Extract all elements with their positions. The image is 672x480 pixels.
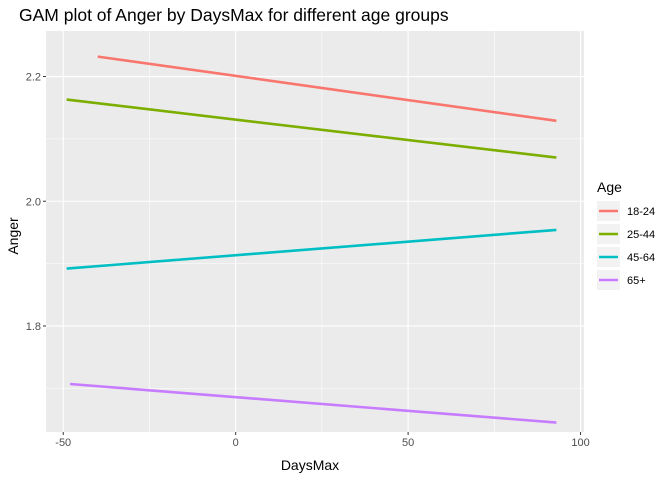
y-tick-label: 2.0 bbox=[26, 196, 41, 208]
major-gridlines bbox=[46, 31, 584, 432]
legend-label-45-64: 45-64 bbox=[627, 252, 655, 264]
x-axis-title: DaysMax bbox=[281, 457, 339, 473]
series-lines bbox=[66, 55, 557, 424]
legend-label-25-44: 25-44 bbox=[627, 229, 655, 241]
x-tick-label: -50 bbox=[55, 437, 71, 449]
x-axis: -50 0 50 100 bbox=[55, 432, 590, 449]
x-tick-label: 100 bbox=[571, 437, 589, 449]
legend-items: 18-24 25-44 45-64 65+ bbox=[597, 201, 655, 290]
legend-label-18-24: 18-24 bbox=[627, 206, 655, 218]
x-tick-label: 0 bbox=[233, 437, 239, 449]
legend-title: Age bbox=[597, 179, 622, 195]
series-line-25-44 bbox=[66, 98, 557, 159]
legend: Age 18-24 25-44 45-64 65+ bbox=[597, 179, 655, 290]
y-tick-label: 1.8 bbox=[26, 321, 41, 333]
series-line-45-64 bbox=[66, 228, 557, 270]
legend-label-65-: 65+ bbox=[627, 275, 646, 287]
series-line-18-24 bbox=[97, 55, 557, 123]
y-axis: 1.8 2.0 2.2 bbox=[26, 72, 46, 333]
y-axis-title: Anger bbox=[5, 217, 21, 255]
series-line-65- bbox=[69, 382, 557, 424]
plot-panel bbox=[46, 31, 584, 432]
y-tick-label: 2.2 bbox=[26, 72, 41, 84]
x-tick-label: 50 bbox=[402, 437, 414, 449]
chart-title: GAM plot of Anger by DaysMax for differe… bbox=[19, 5, 449, 25]
